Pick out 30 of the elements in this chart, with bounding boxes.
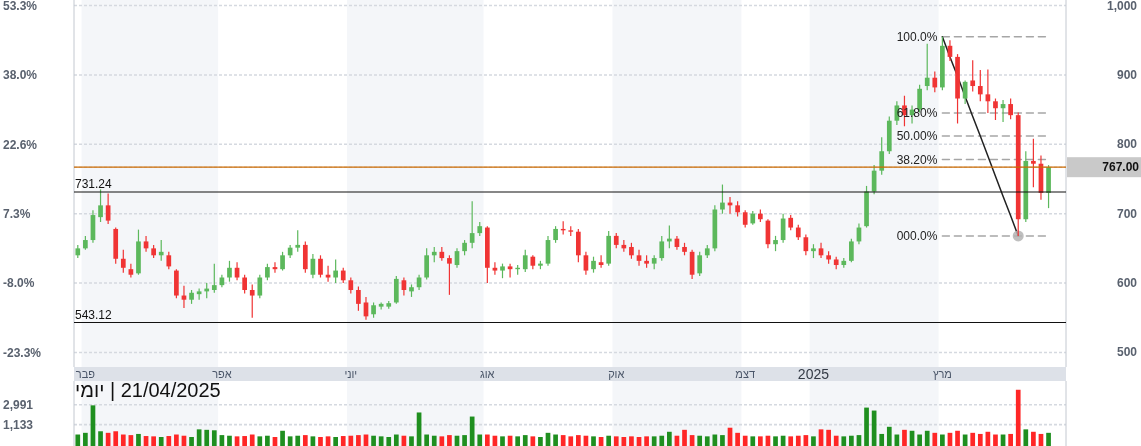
y-tick-label: 600 xyxy=(1116,276,1138,291)
y-tick-label: 767.00 xyxy=(1102,160,1140,175)
y-tick-label: 2,991 xyxy=(3,397,34,412)
y-tick-label: 800 xyxy=(1116,137,1138,152)
x-tick-label: דצמ xyxy=(735,368,756,380)
y-tick-label: 1,000 xyxy=(1106,0,1138,13)
x-tick-label: אוק xyxy=(608,368,625,380)
x-tick-label: מרץ xyxy=(932,368,952,380)
y2-tick-label: -8.0% xyxy=(3,276,35,291)
y2-tick-label: 53.3% xyxy=(3,0,38,13)
y2-tick-label: 38.0% xyxy=(3,68,38,83)
y-tick-label: 500 xyxy=(1116,345,1138,360)
chart-title: 21/04/2025 | יומי xyxy=(75,379,221,401)
y2-tick-label: 7.3% xyxy=(3,207,31,222)
series-label: 100.0% xyxy=(896,29,938,44)
x-tick-label: פבר xyxy=(75,368,96,380)
x-tick-label: אוג xyxy=(480,368,495,380)
y2-tick-label: -23.3% xyxy=(3,345,42,360)
x-tick-label: אפר xyxy=(212,368,232,380)
series-label: 000.0% xyxy=(896,228,938,243)
x-tick-label: יוני xyxy=(344,368,358,380)
y-tick-label: 1,133 xyxy=(3,417,34,432)
y2-tick-label: 22.6% xyxy=(3,137,38,152)
ref-line-label: 731.24 xyxy=(75,177,113,192)
series-label: 50.00% xyxy=(896,128,938,143)
y-tick-label: 700 xyxy=(1116,206,1138,221)
ref-line-label: 543.12 xyxy=(75,307,113,322)
y-tick-label: 900 xyxy=(1116,67,1138,82)
series-label: 38.20% xyxy=(896,152,938,167)
x-tick-label: 2025 xyxy=(797,366,830,382)
